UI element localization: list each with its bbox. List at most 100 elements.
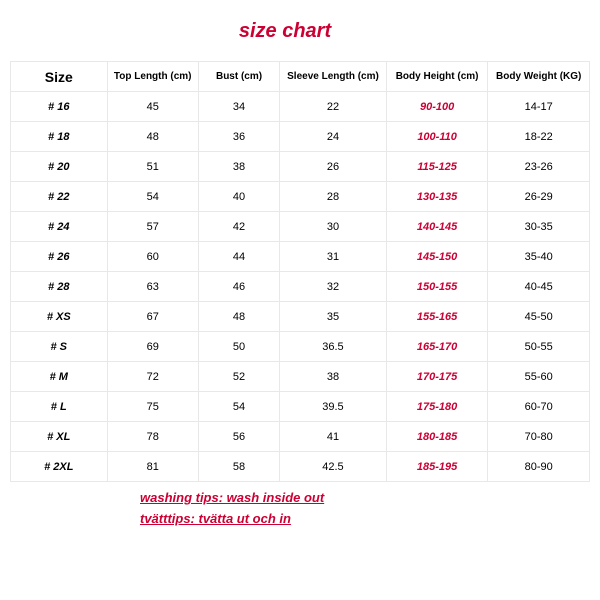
cell-weight: 14-17 — [488, 92, 590, 122]
cell-bust: 54 — [198, 392, 279, 422]
cell-top-length: 51 — [107, 152, 198, 182]
cell-height: 90-100 — [386, 92, 488, 122]
tip-line-2: tvätttips: tvätta ut och in — [140, 509, 590, 530]
col-bust: Bust (cm) — [198, 62, 279, 92]
cell-top-length: 72 — [107, 362, 198, 392]
table-row: # 22544028130-13526-29 — [11, 182, 590, 212]
cell-weight: 60-70 — [488, 392, 590, 422]
col-weight: Body Weight (KG) — [488, 62, 590, 92]
table-row: # 24574230140-14530-35 — [11, 212, 590, 242]
cell-bust: 58 — [198, 452, 279, 482]
cell-size: # L — [11, 392, 108, 422]
cell-size: # 26 — [11, 242, 108, 272]
cell-size: # XS — [11, 302, 108, 332]
cell-top-length: 45 — [107, 92, 198, 122]
cell-top-length: 54 — [107, 182, 198, 212]
cell-height: 140-145 — [386, 212, 488, 242]
cell-weight: 80-90 — [488, 452, 590, 482]
cell-height: 100-110 — [386, 122, 488, 152]
cell-weight: 70-80 — [488, 422, 590, 452]
cell-top-length: 48 — [107, 122, 198, 152]
cell-sleeve: 39.5 — [280, 392, 387, 422]
cell-top-length: 67 — [107, 302, 198, 332]
cell-height: 130-135 — [386, 182, 488, 212]
cell-bust: 36 — [198, 122, 279, 152]
washing-tips: washing tips: wash inside out tvätttips:… — [140, 488, 590, 530]
cell-size: # 2XL — [11, 452, 108, 482]
chart-title: size chart — [0, 20, 590, 43]
tip-line-1: washing tips: wash inside out — [140, 488, 590, 509]
cell-weight: 35-40 — [488, 242, 590, 272]
header-row: Size Top Length (cm) Bust (cm) Sleeve Le… — [11, 62, 590, 92]
cell-weight: 18-22 — [488, 122, 590, 152]
cell-bust: 46 — [198, 272, 279, 302]
table-row: # M725238170-17555-60 — [11, 362, 590, 392]
cell-weight: 26-29 — [488, 182, 590, 212]
table-row: # 20513826115-12523-26 — [11, 152, 590, 182]
cell-size: # 22 — [11, 182, 108, 212]
cell-size: # 16 — [11, 92, 108, 122]
cell-sleeve: 41 — [280, 422, 387, 452]
table-row: # 26604431145-15035-40 — [11, 242, 590, 272]
cell-height: 185-195 — [386, 452, 488, 482]
cell-weight: 40-45 — [488, 272, 590, 302]
table-row: # L755439.5175-18060-70 — [11, 392, 590, 422]
cell-weight: 50-55 — [488, 332, 590, 362]
table-row: # XL785641180-18570-80 — [11, 422, 590, 452]
cell-sleeve: 22 — [280, 92, 387, 122]
cell-top-length: 78 — [107, 422, 198, 452]
cell-bust: 42 — [198, 212, 279, 242]
cell-bust: 52 — [198, 362, 279, 392]
cell-height: 175-180 — [386, 392, 488, 422]
cell-height: 180-185 — [386, 422, 488, 452]
cell-sleeve: 32 — [280, 272, 387, 302]
cell-size: # M — [11, 362, 108, 392]
table-row: # XS674835155-16545-50 — [11, 302, 590, 332]
cell-weight: 30-35 — [488, 212, 590, 242]
cell-sleeve: 38 — [280, 362, 387, 392]
cell-sleeve: 35 — [280, 302, 387, 332]
cell-height: 170-175 — [386, 362, 488, 392]
cell-top-length: 63 — [107, 272, 198, 302]
cell-top-length: 60 — [107, 242, 198, 272]
cell-sleeve: 42.5 — [280, 452, 387, 482]
cell-weight: 55-60 — [488, 362, 590, 392]
cell-sleeve: 36.5 — [280, 332, 387, 362]
cell-top-length: 57 — [107, 212, 198, 242]
cell-weight: 23-26 — [488, 152, 590, 182]
cell-bust: 56 — [198, 422, 279, 452]
cell-top-length: 75 — [107, 392, 198, 422]
cell-bust: 50 — [198, 332, 279, 362]
cell-size: # XL — [11, 422, 108, 452]
col-height: Body Height (cm) — [386, 62, 488, 92]
cell-bust: 40 — [198, 182, 279, 212]
col-size: Size — [11, 62, 108, 92]
cell-height: 165-170 — [386, 332, 488, 362]
cell-height: 155-165 — [386, 302, 488, 332]
cell-size: # S — [11, 332, 108, 362]
cell-size: # 28 — [11, 272, 108, 302]
cell-top-length: 81 — [107, 452, 198, 482]
cell-size: # 18 — [11, 122, 108, 152]
cell-bust: 34 — [198, 92, 279, 122]
table-row: # 2XL815842.5185-19580-90 — [11, 452, 590, 482]
cell-height: 145-150 — [386, 242, 488, 272]
cell-size: # 24 — [11, 212, 108, 242]
cell-sleeve: 24 — [280, 122, 387, 152]
cell-height: 115-125 — [386, 152, 488, 182]
table-row: # S695036.5165-17050-55 — [11, 332, 590, 362]
cell-bust: 48 — [198, 302, 279, 332]
cell-sleeve: 28 — [280, 182, 387, 212]
col-top-length: Top Length (cm) — [107, 62, 198, 92]
cell-height: 150-155 — [386, 272, 488, 302]
cell-top-length: 69 — [107, 332, 198, 362]
cell-bust: 38 — [198, 152, 279, 182]
cell-weight: 45-50 — [488, 302, 590, 332]
cell-sleeve: 30 — [280, 212, 387, 242]
cell-size: # 20 — [11, 152, 108, 182]
cell-bust: 44 — [198, 242, 279, 272]
cell-sleeve: 31 — [280, 242, 387, 272]
cell-sleeve: 26 — [280, 152, 387, 182]
col-sleeve: Sleeve Length (cm) — [280, 62, 387, 92]
table-row: # 18483624100-11018-22 — [11, 122, 590, 152]
